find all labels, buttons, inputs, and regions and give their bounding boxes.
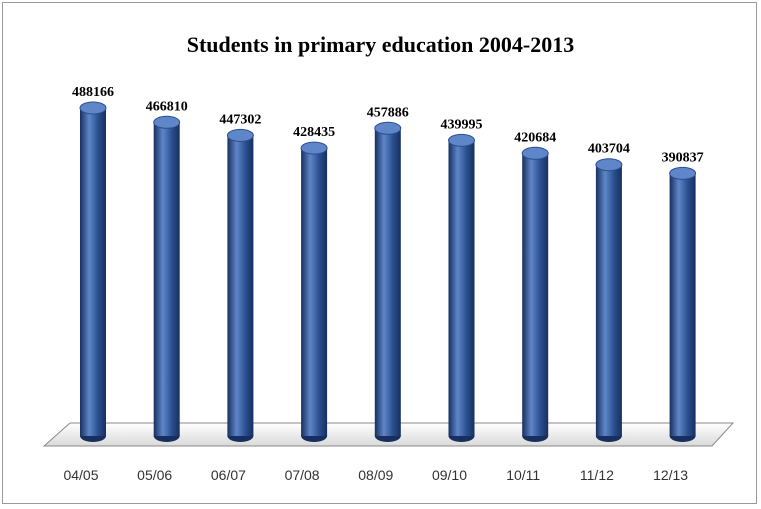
category-label: 08/09: [358, 467, 393, 483]
data-label: 403704: [588, 142, 630, 157]
category-label: 06/07: [211, 467, 246, 483]
chart-title: Students in primary education 2004-2013: [186, 32, 575, 57]
category-label: 04/05: [63, 467, 98, 483]
bar-07-08: [300, 141, 328, 442]
bar-11-12: [595, 158, 623, 442]
category-label: 11/12: [580, 467, 614, 483]
data-label: 488166: [72, 85, 114, 100]
bar-06-07: [226, 128, 254, 442]
data-label: 439995: [441, 117, 483, 132]
data-label: 428435: [293, 125, 335, 140]
category-label: 10/11: [506, 467, 540, 483]
data-label: 390837: [662, 150, 704, 165]
category-labels-group: 04/05 05/06 06/07 07/08 08/09 09/10 10/11 11/12…: [63, 467, 688, 483]
bar-10-11: [521, 146, 549, 442]
bar-08-09: [374, 121, 402, 442]
category-label: 05/06: [137, 467, 172, 483]
bar-09-10: [448, 133, 475, 442]
bar-04-05: [79, 101, 107, 442]
category-label: 12/13: [653, 467, 688, 483]
bar-12-13: [669, 166, 697, 442]
category-label: 07/08: [285, 467, 320, 483]
bars-group: [79, 101, 697, 442]
data-label: 466810: [146, 99, 188, 114]
data-label: 420684: [514, 130, 556, 145]
data-label: 457886: [367, 105, 409, 120]
bar-05-06: [153, 115, 181, 442]
category-label: 09/10: [432, 467, 467, 483]
data-label: 447302: [219, 112, 261, 127]
data-labels-group: 488166 466810 447302 428435 457886 439995 4206…: [72, 85, 704, 165]
